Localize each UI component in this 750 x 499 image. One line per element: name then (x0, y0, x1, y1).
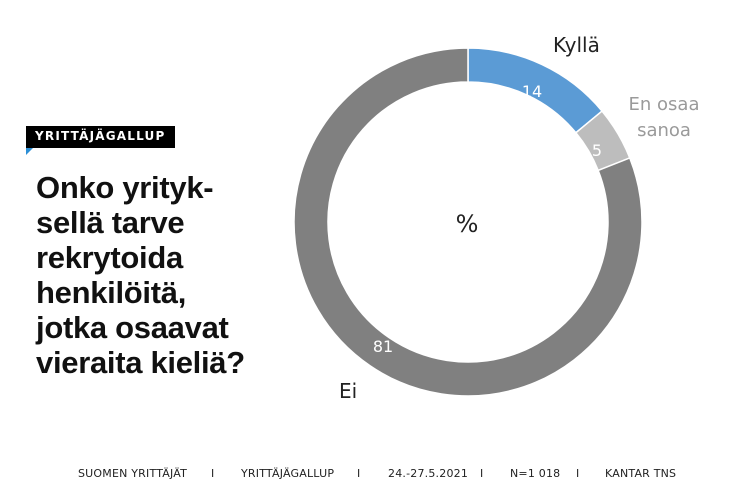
footer-survey: YRITTÄJÄGALLUP (241, 467, 335, 480)
value-label-ei: 81 (373, 337, 393, 356)
question-line: henkilöitä, (36, 275, 187, 310)
footer-pollster: KANTAR TNS (605, 467, 677, 480)
value-label-kylla: 14 (522, 82, 542, 101)
center-label: % (456, 210, 479, 238)
footer-separator: I (357, 467, 361, 480)
footer-publisher: SUOMEN YRITTÄJÄT (78, 467, 188, 480)
legend-label-en-osaa-sanoa-line1: En osaa (629, 94, 700, 115)
footer: SUOMEN YRITTÄJÄT I YRITTÄJÄGALLUP I 24.-… (0, 467, 750, 483)
legend-label-kylla: Kyllä (553, 33, 600, 57)
legend-label-en-osaa-sanoa-line2: sanoa (637, 120, 691, 141)
footer-separator: I (480, 467, 484, 480)
footer-separator: I (211, 467, 215, 480)
question-line: Onko yrityk- (36, 170, 214, 205)
survey-badge: YRITTÄJÄGALLUP (26, 126, 175, 148)
footer-sample: N=1 018 (510, 467, 561, 480)
slice-ei (293, 47, 643, 397)
footer-dates: 24.-27.5.2021 (388, 467, 469, 480)
legend-label-ei: Ei (339, 379, 357, 403)
question-line: jotka osaavat (36, 310, 229, 345)
question-line: rekrytoida (36, 240, 183, 275)
badge-accent-tick (26, 148, 33, 155)
question-line: sellä tarve (36, 205, 185, 240)
footer-separator: I (576, 467, 580, 480)
question-title: Onko yrityk- sellä tarve rekrytoida henk… (36, 170, 276, 380)
question-line: vieraita kieliä? (36, 345, 245, 380)
value-label-en-osaa-sanoa: 5 (592, 141, 602, 160)
